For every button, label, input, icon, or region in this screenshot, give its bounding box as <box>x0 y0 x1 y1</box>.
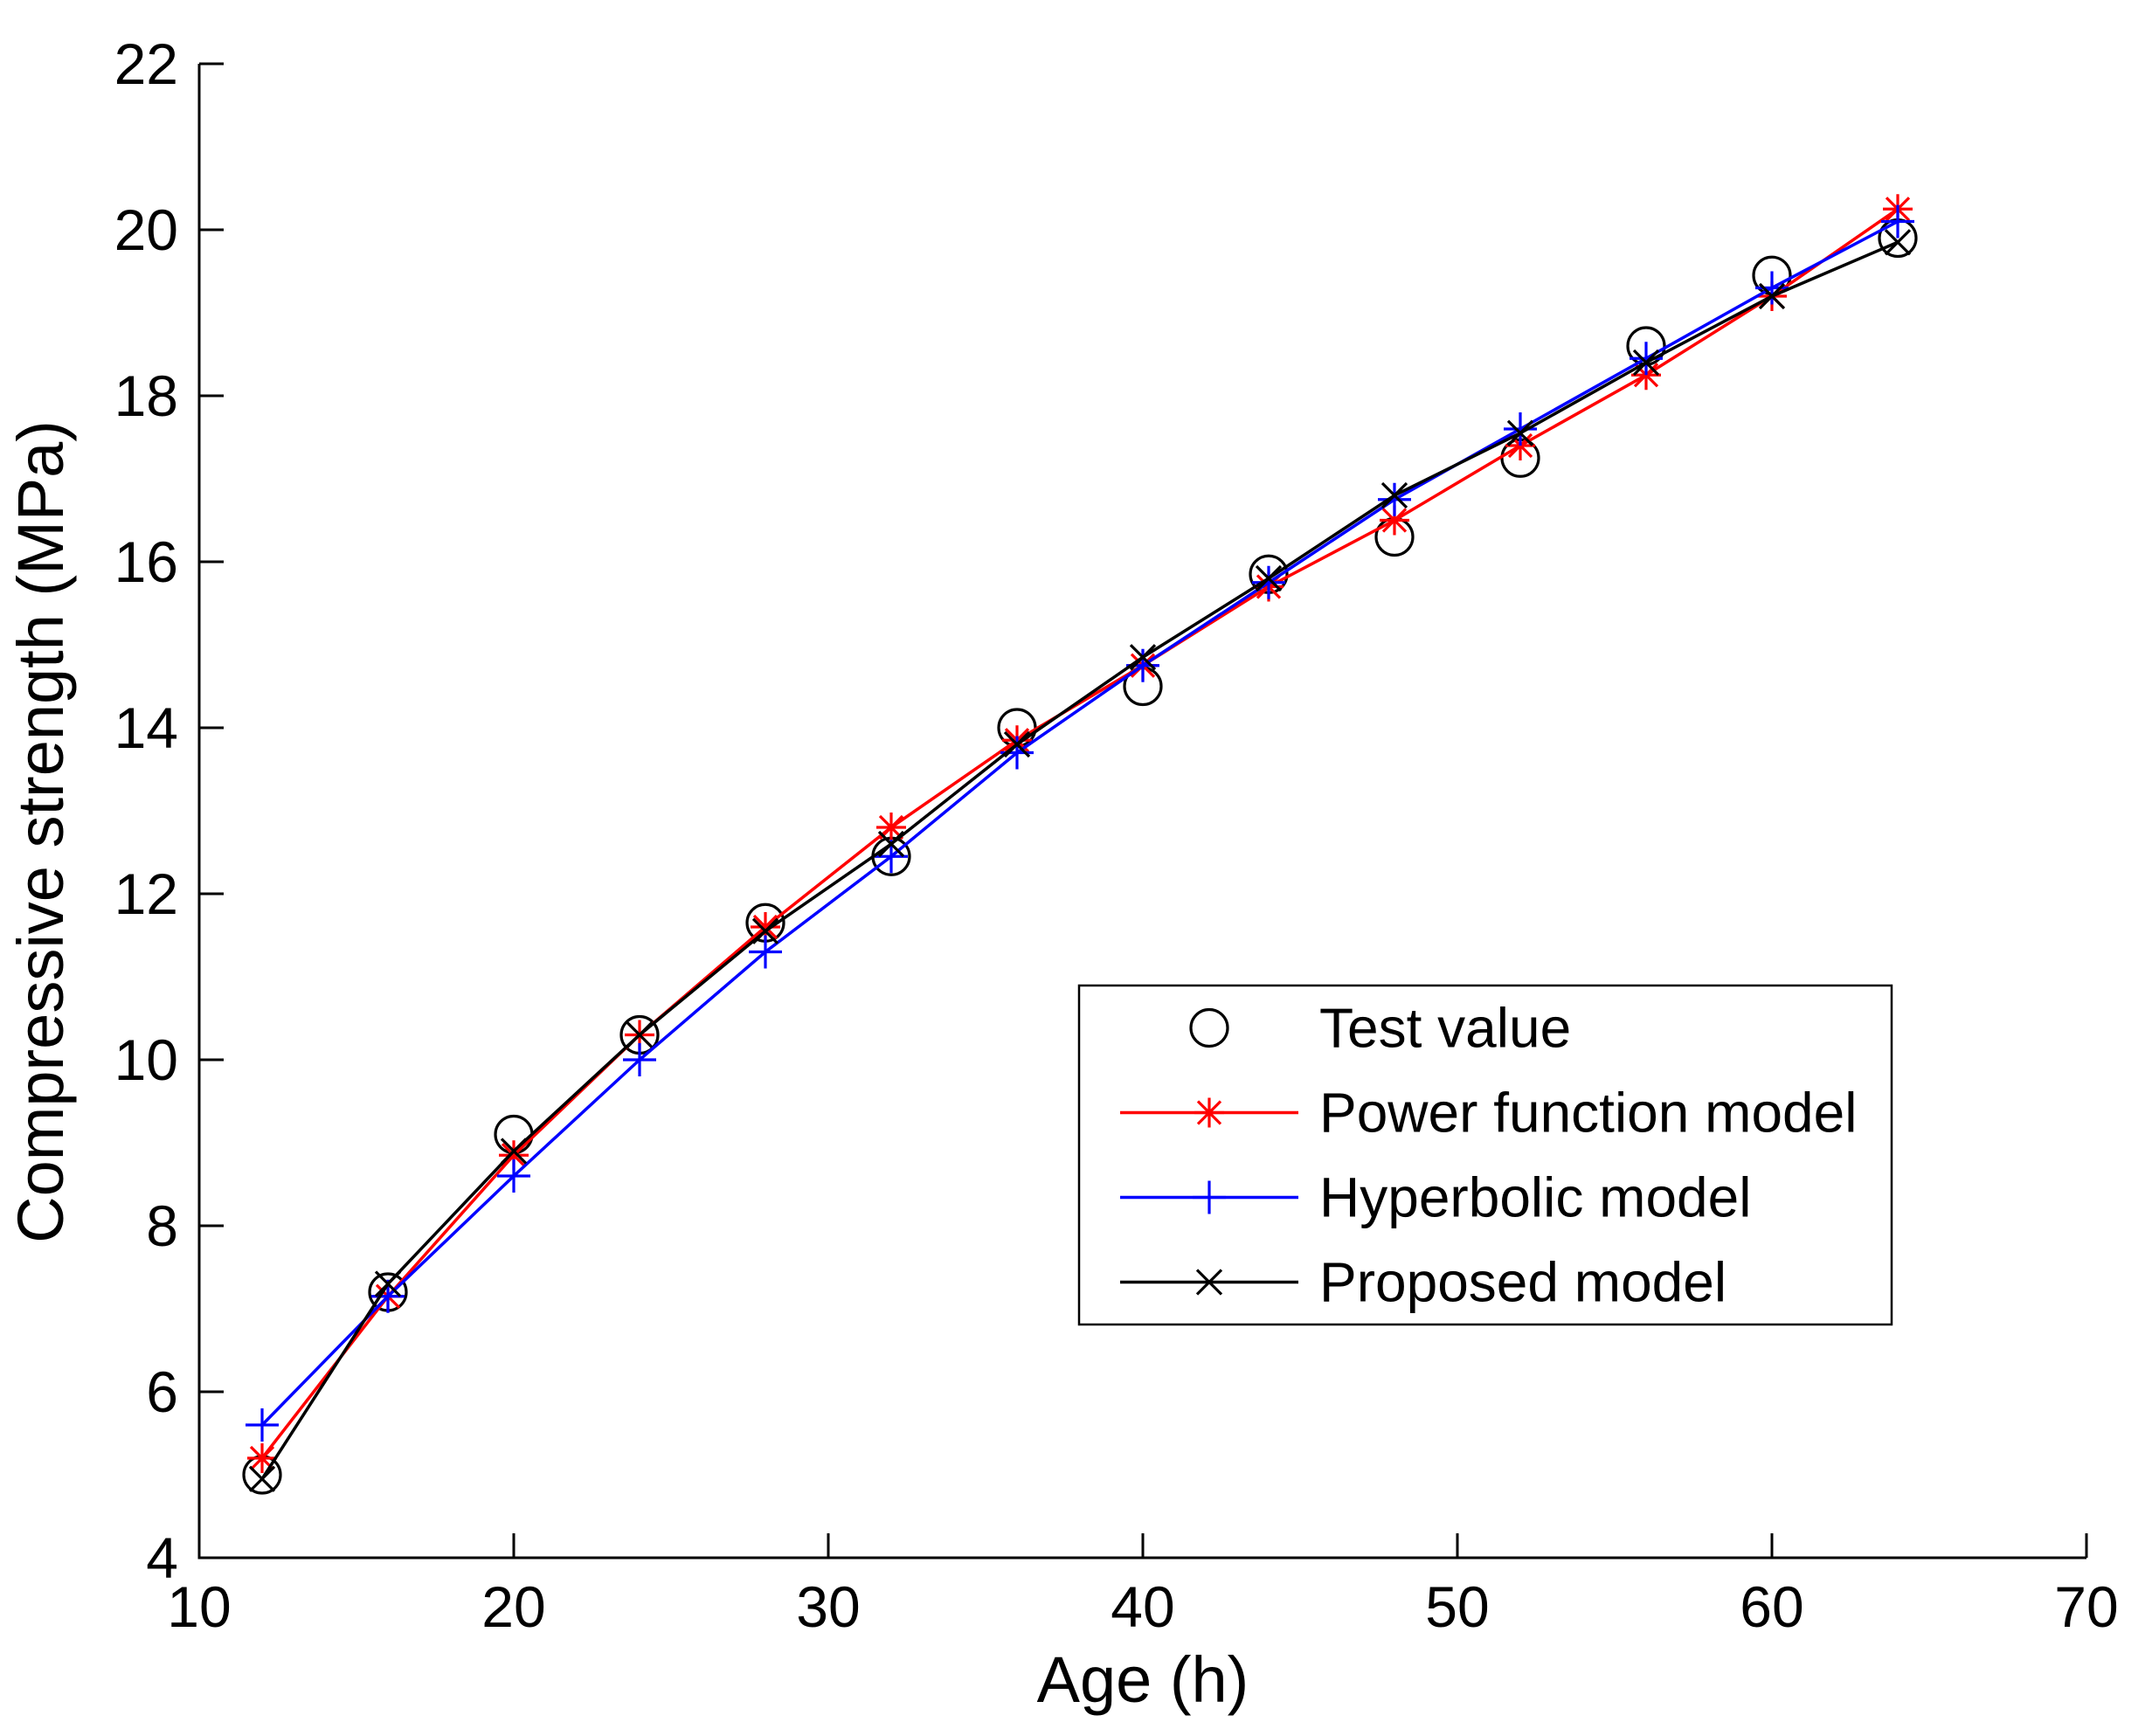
data-point-marker <box>1380 481 1408 509</box>
y-tick-label: 10 <box>114 1027 178 1092</box>
data-point-marker <box>751 912 780 942</box>
legend-label: Hyperbolic model <box>1319 1166 1751 1229</box>
legend-label: Test value <box>1319 997 1571 1060</box>
legend-marker <box>1189 1007 1229 1048</box>
data-point-marker <box>246 1408 279 1442</box>
legend-marker <box>1193 1180 1226 1214</box>
y-tick-label: 22 <box>114 31 178 96</box>
data-point-marker <box>1003 730 1031 758</box>
data-point-marker <box>876 813 906 842</box>
y-tick-label: 6 <box>146 1359 178 1424</box>
data-point-marker <box>499 1140 529 1171</box>
legend-marker <box>1195 1269 1223 1296</box>
series-line-1 <box>260 207 1899 1460</box>
data-point-marker <box>1129 644 1157 671</box>
data-point-marker <box>374 1270 402 1297</box>
data-point-marker <box>1632 349 1660 377</box>
data-point-marker <box>497 1159 530 1193</box>
y-tick-label: 8 <box>146 1193 178 1258</box>
y-axis-label: Compressive strength (MPa) <box>4 420 77 1243</box>
legend-label: Power function model <box>1319 1082 1857 1145</box>
data-point-marker <box>1758 282 1786 310</box>
series-line-2 <box>260 219 1899 1427</box>
y-tick-label: 4 <box>146 1525 178 1590</box>
data-point-marker <box>1378 482 1411 516</box>
x-tick-label: 40 <box>1111 1574 1174 1639</box>
data-point-marker <box>248 1465 276 1492</box>
data-point-marker <box>1755 271 1789 305</box>
legend-label: Proposed model <box>1319 1251 1726 1314</box>
data-point-marker <box>247 1443 277 1473</box>
data-point-marker <box>877 830 905 858</box>
data-point-marker <box>1506 419 1534 446</box>
x-tick-label: 50 <box>1425 1574 1489 1639</box>
y-tick-label: 14 <box>114 695 178 760</box>
data-point-marker <box>500 1138 528 1165</box>
data-point-marker <box>1884 229 1912 256</box>
data-point-marker <box>626 1021 654 1048</box>
data-point-marker <box>623 1043 656 1076</box>
legend-box <box>1077 984 1893 1326</box>
data-point-marker <box>1504 412 1537 446</box>
data-point-marker <box>749 935 782 969</box>
y-tick-label: 20 <box>114 197 178 262</box>
x-tick-label: 10 <box>167 1574 231 1639</box>
y-tick-label: 18 <box>114 363 178 428</box>
x-tick-label: 60 <box>1740 1574 1803 1639</box>
x-axis-label: Age (h) <box>1037 1643 1249 1716</box>
data-point-marker <box>1252 565 1285 599</box>
x-tick-label: 30 <box>796 1574 860 1639</box>
data-point-marker <box>1255 564 1283 592</box>
data-point-marker <box>1380 505 1409 536</box>
y-tick-label: 12 <box>114 861 178 926</box>
data-point-marker <box>751 917 779 944</box>
axes-lines <box>197 64 2086 1560</box>
legend-marker <box>1194 1097 1224 1128</box>
x-tick-label: 20 <box>481 1574 545 1639</box>
x-tick-label: 70 <box>2054 1574 2118 1639</box>
data-point-marker <box>1881 204 1914 239</box>
series-line-3 <box>260 240 1899 1480</box>
y-tick-label: 16 <box>114 529 178 594</box>
